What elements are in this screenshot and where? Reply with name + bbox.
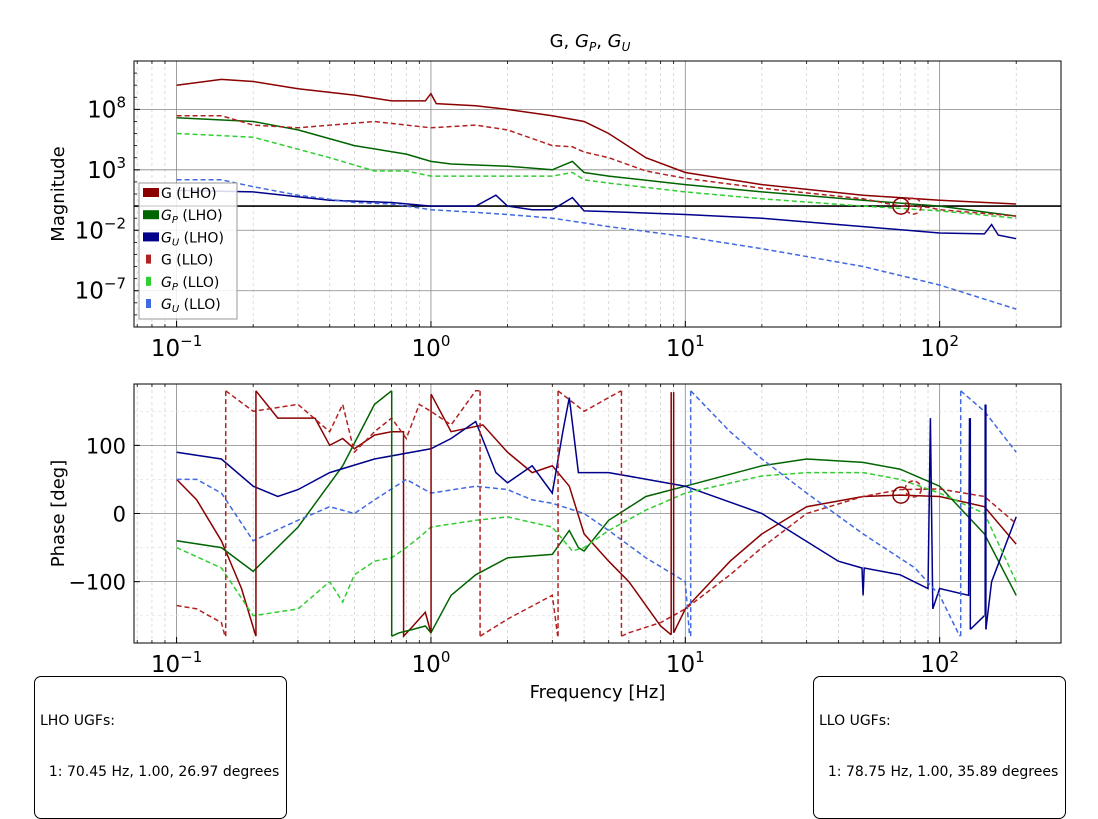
legend-item: GU (LHO): [143, 230, 224, 248]
lho-ugf-value: 1: 70.45 Hz, 1.00, 26.97 degrees: [40, 764, 280, 780]
series-gp-llo-magnitude: [176, 132, 1017, 219]
bode-figure: 10−1 100 101 102 10−7 10−2 103 108 Magnitude 10−1…: [34, 31, 1067, 819]
series-gp-lho-phase: [176, 390, 1017, 637]
series-g-lho-magnitude: [176, 78, 1017, 205]
legend-item: G (LLO): [146, 253, 213, 269]
plot-canvas: 10−1 100 101 10210−710−2103108Magnitude10−1…: [48, 31, 1062, 703]
phase-traces: [176, 390, 1017, 639]
legend-swatch: [143, 232, 159, 242]
series-gu-llo-magnitude: [176, 179, 1017, 310]
series-g-llo-phase: [176, 390, 1017, 637]
magnitude-traces: [134, 78, 1061, 310]
x-tick-label: 100: [412, 648, 451, 678]
legend-label: GP (LLO): [161, 275, 219, 293]
x-tick-label: 101: [666, 648, 705, 678]
series-gp-lho-magnitude: [176, 117, 1017, 217]
llo-ugf-box: LLO UGFs: 1: 78.75 Hz, 1.00, 35.89 degre…: [813, 676, 1067, 819]
legend-item: GP (LLO): [146, 275, 219, 293]
y-tick-label: 10−2: [75, 214, 126, 244]
y-tick-label: 108: [87, 93, 126, 123]
lho-ugf-title: LHO UGFs:: [40, 713, 115, 729]
y-tick-label: 10−7: [75, 275, 126, 305]
legend-label: GU (LLO): [161, 297, 221, 315]
y-tick-label: 103: [87, 154, 126, 184]
lho-ugf-box: LHO UGFs: 1: 70.45 Hz, 1.00, 26.97 degre…: [34, 676, 288, 819]
ugf-marker-lho: [892, 197, 910, 215]
legend-label: GP (LHO): [161, 208, 223, 226]
legend-item: G (LHO): [143, 186, 217, 202]
legend-item: GP (LHO): [143, 208, 223, 226]
series-g-llo-magnitude: [176, 114, 1017, 217]
y-tick-label: 100: [86, 434, 126, 458]
figure-title: G, GP, GU: [550, 31, 631, 54]
legend-item: GU (LLO): [146, 297, 221, 315]
legend-swatch: [146, 299, 151, 308]
legend-label: G (LHO): [161, 186, 217, 202]
x-tick-label: 10−1: [151, 648, 202, 678]
llo-ugf-value: 1: 78.75 Hz, 1.00, 35.89 degrees: [819, 764, 1059, 780]
legend-label: G (LLO): [161, 253, 213, 269]
series-gu-lho-phase: [176, 397, 1017, 630]
y-tick-label: −100: [68, 571, 126, 595]
x-tick-label: 10−1: [151, 332, 202, 362]
x-tick-label: 102: [920, 332, 959, 362]
legend-label: GU (LHO): [161, 230, 224, 248]
legend-frame: [138, 182, 238, 320]
x-tick-label: 102: [920, 648, 959, 678]
legend: G (LHO) GP (LHO) GU (LHO) G (LLO) GP (LLO) GU…: [138, 182, 238, 320]
magnitude-frame: [133, 60, 1062, 328]
x-tick-label: 100: [412, 332, 451, 362]
phase-ylabel: Phase [deg]: [48, 460, 69, 567]
ugf-marker-llo: [904, 480, 923, 498]
series-gp-llo-phase: [176, 471, 1017, 617]
series-g-lho-phase: [176, 390, 1017, 639]
legend-swatch: [143, 188, 159, 197]
llo-ugf-title: LLO UGFs:: [819, 713, 891, 729]
legend-swatch: [146, 254, 151, 264]
phase-panel: 10−1 100 101 102 −100 0 100 Phase [deg] Frequenc…: [48, 383, 1062, 703]
phase-xlabel: Frequency [Hz]: [530, 682, 666, 703]
y-tick-label: 0: [113, 503, 126, 527]
legend-swatch: [143, 210, 159, 220]
ugf-marker-llo: [904, 197, 923, 215]
series-gu-lho-magnitude: [176, 189, 1017, 240]
magnitude-panel: 10−1 100 101 102 10−7 10−2 103 108 Magnitude: [48, 60, 1062, 362]
x-tick-label: 101: [666, 332, 705, 362]
magnitude-ylabel: Magnitude: [48, 146, 69, 241]
phase-frame: [133, 383, 1062, 644]
legend-swatch: [146, 276, 151, 286]
